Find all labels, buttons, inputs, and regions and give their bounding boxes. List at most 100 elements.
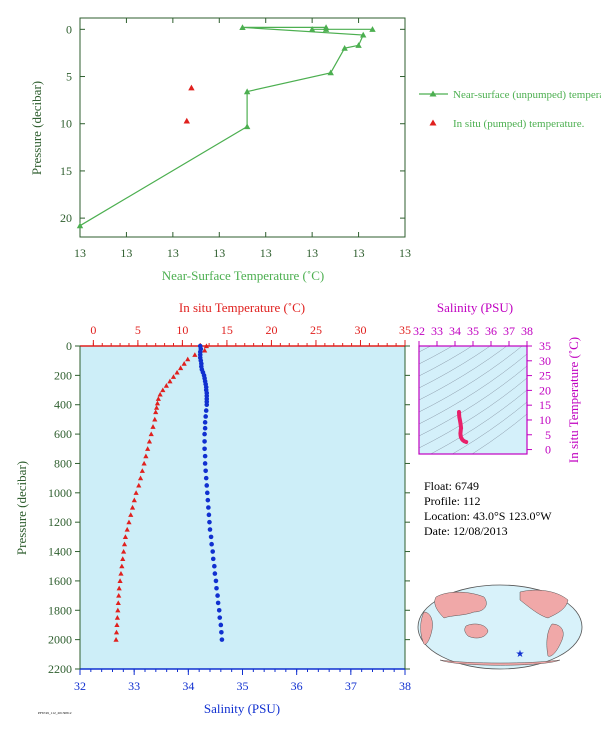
world-map: ★ [417, 584, 583, 670]
density-contour [419, 346, 491, 389]
near-surface-temperature-line [79, 26, 373, 227]
pressure-tick-label: 1400 [48, 545, 72, 559]
ts-temperature-tick-label: 10 [539, 413, 551, 427]
temperature-point [141, 460, 147, 466]
profile-number: Profile: 112 [424, 494, 481, 508]
ts-density-contours [419, 234, 527, 454]
temperature-axis-label: In situ Temperature (˚C) [179, 300, 305, 315]
pressure-tick-label: 1800 [48, 603, 72, 617]
profile-plot-area [80, 346, 405, 669]
temperature-point [178, 365, 184, 371]
y-tick-label: 20 [60, 211, 72, 225]
near-surface-point [308, 26, 316, 32]
map-land-asia [434, 591, 487, 619]
temperature-point [128, 512, 134, 517]
temperature-point [133, 490, 139, 495]
salinity-point [218, 622, 224, 628]
salinity-point [204, 483, 210, 488]
temperature-tick-label: 15 [221, 323, 233, 337]
near-surface-point [327, 69, 334, 76]
ts-temperature-tick-label: 25 [539, 369, 551, 383]
salinity-tick-label: 34 [182, 679, 194, 693]
legend-entry-in-situ: In situ (pumped) temperature. [453, 118, 585, 130]
density-contour [419, 346, 508, 401]
ts-temperature-tick-label: 0 [545, 443, 551, 457]
salinity-point [202, 446, 207, 452]
density-contour [419, 353, 527, 425]
x-tick-label: 13 [120, 246, 132, 260]
temperature-tick-label: 0 [90, 323, 96, 337]
near-surface-point [369, 26, 376, 32]
pressure-tick-label: 200 [54, 368, 72, 382]
x-tick-label: 13 [213, 246, 225, 260]
near-surface-point [243, 123, 251, 130]
temperature-point [115, 607, 121, 613]
near-surface-legend: Near-surface (unpumped) temperature. In … [419, 89, 601, 130]
density-contour [451, 401, 527, 454]
map-land-australia [464, 623, 489, 639]
ts-salinity-ticks: 32 33 34 35 36 37 38 [413, 324, 533, 346]
temperature-point [145, 446, 151, 451]
ts-temperature-tick-label: 30 [539, 354, 551, 368]
density-contour [419, 234, 527, 304]
in-situ-temperature-points [183, 84, 195, 124]
temperature-point [137, 475, 144, 481]
pressure-tick-label: 1000 [48, 486, 72, 500]
temperature-point [148, 431, 154, 437]
salinity-axis-ticks: 32 33 34 35 36 37 38 [74, 669, 411, 693]
salinity-tick-label: 32 [74, 679, 86, 693]
salinity-point [206, 505, 211, 510]
temperature-axis-ticks: 0 5 10 15 20 25 30 35 [90, 323, 411, 346]
salinity-tick-label: 33 [128, 679, 140, 693]
salinity-point [204, 490, 210, 496]
map-float-position-marker: ★ [516, 649, 525, 660]
temperature-point [122, 534, 129, 539]
temperature-point [152, 416, 158, 422]
salinity-point [205, 497, 211, 503]
ts-salinity-tick-label: 33 [431, 324, 443, 338]
salinity-point [202, 420, 208, 425]
temperature-tick-label: 30 [354, 323, 366, 337]
salinity-point [219, 629, 224, 635]
ts-salinity-tick-label: 36 [485, 324, 497, 338]
salinity-point [215, 593, 220, 598]
salinity-point [202, 431, 207, 437]
temperature-point [146, 438, 153, 444]
map-land-antarctica [439, 659, 561, 666]
density-contour [419, 258, 527, 328]
temperature-point [121, 548, 127, 554]
salinity-point [213, 578, 219, 584]
temperature-point [157, 391, 163, 397]
temperature-tick-label: 35 [399, 323, 411, 337]
temperature-point [119, 563, 125, 569]
pressure-tick-label: 2000 [48, 633, 72, 647]
temperature-point [136, 482, 142, 488]
pressure-axis-ticks: 0 200 400 600 800 1000 1200 1400 1600 1800 2000 220… [48, 339, 410, 676]
temperature-point [202, 347, 208, 353]
salinity-point [203, 468, 208, 474]
temperature-point [143, 453, 149, 459]
density-contour [419, 346, 453, 365]
salinity-point [202, 425, 208, 431]
temperature-tick-label: 20 [265, 323, 277, 337]
temperature-point [117, 578, 123, 583]
near-surface-plot-frame [79, 17, 406, 238]
temperature-point [160, 387, 166, 393]
legend-red-triangle [429, 119, 437, 126]
legend-green-triangle [429, 90, 437, 97]
salinity-point [202, 461, 208, 466]
salinity-point [203, 408, 209, 413]
pressure-tick-label: 400 [54, 398, 72, 412]
temperature-point [153, 409, 159, 415]
salinity-point [219, 637, 225, 642]
salinity-point [217, 615, 223, 620]
temperature-point [170, 374, 177, 379]
pressure-tick-label: 1200 [48, 515, 72, 529]
temperature-tick-label: 25 [310, 323, 322, 337]
salinity-point [210, 556, 216, 562]
density-contour [471, 413, 527, 454]
x-tick-label: 13 [353, 246, 365, 260]
salinity-point [204, 402, 210, 408]
salinity-point [212, 571, 218, 576]
